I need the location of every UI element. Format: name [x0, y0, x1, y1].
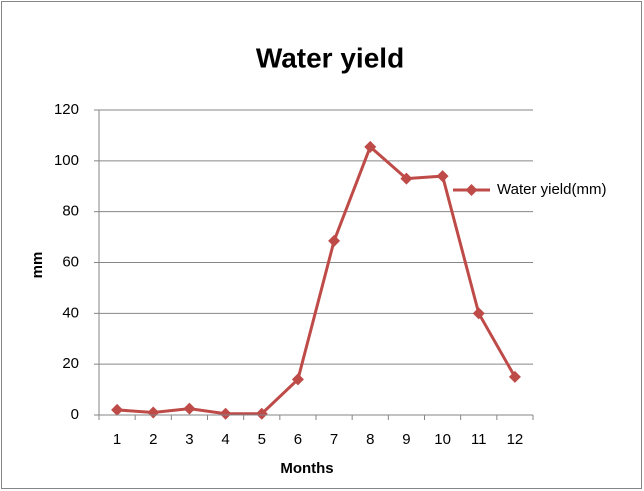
data-point [508, 370, 521, 383]
data-point [255, 407, 268, 420]
x-tick-label: 4 [221, 431, 229, 448]
x-tick-label: 11 [471, 431, 487, 448]
y-tick-label: 60 [62, 253, 79, 270]
x-tick-label: 6 [294, 431, 302, 448]
y-tick-label: 120 [54, 101, 79, 118]
x-tick-label: 9 [402, 431, 410, 448]
y-tick-label: 40 [62, 304, 79, 321]
x-tick-label: 7 [330, 431, 338, 448]
x-tick-label: 1 [113, 431, 121, 448]
y-tick-label: 0 [71, 406, 79, 423]
x-tick-label: 2 [149, 431, 157, 448]
legend-marker [465, 184, 478, 196]
y-tick-label: 80 [62, 203, 79, 220]
data-point [400, 172, 413, 185]
y-tick-label: 20 [62, 355, 79, 372]
legend-label: Water yield(mm) [497, 181, 606, 198]
data-point [364, 140, 377, 153]
x-tick-label: 12 [507, 431, 524, 448]
data-point [291, 373, 304, 386]
x-tick-label: 3 [185, 431, 193, 448]
chart-title: Water yield [256, 42, 404, 73]
data-point [183, 402, 196, 415]
x-axis-label: Months [280, 460, 333, 477]
y-axis-label: mm [29, 252, 46, 279]
data-point [472, 307, 485, 320]
x-tick-label: 8 [366, 431, 374, 448]
x-tick-label: 5 [258, 431, 266, 448]
data-point [436, 170, 449, 183]
data-point [219, 407, 232, 420]
data-point [111, 403, 124, 416]
series-line [116, 144, 517, 416]
x-tick-label: 10 [434, 431, 451, 448]
data-point [328, 234, 341, 247]
y-tick-label: 100 [54, 152, 79, 169]
